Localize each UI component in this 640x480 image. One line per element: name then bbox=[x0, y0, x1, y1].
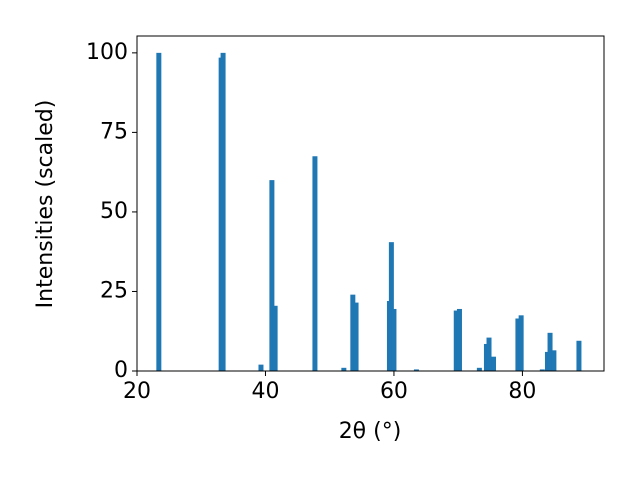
x-axis-label: 2θ (°) bbox=[339, 419, 402, 444]
bar bbox=[341, 367, 347, 371]
bar bbox=[272, 305, 278, 371]
y-tick-label: 50 bbox=[100, 199, 128, 224]
bar bbox=[269, 180, 275, 371]
bar bbox=[486, 337, 492, 371]
bar bbox=[353, 302, 359, 371]
bar bbox=[539, 369, 545, 371]
bar bbox=[312, 156, 318, 371]
x-tick-label: 20 bbox=[123, 379, 151, 404]
bar bbox=[544, 351, 550, 371]
bar bbox=[491, 356, 497, 371]
x-tick-label: 60 bbox=[380, 379, 408, 404]
x-tick-label: 80 bbox=[508, 379, 536, 404]
y-tick-label: 100 bbox=[86, 40, 128, 65]
bar bbox=[258, 364, 264, 371]
plot-frame bbox=[136, 35, 605, 372]
bar bbox=[518, 315, 524, 371]
bar bbox=[576, 340, 582, 371]
bar bbox=[456, 308, 462, 371]
x-tick-label: 40 bbox=[251, 379, 279, 404]
bar bbox=[547, 332, 553, 371]
bar bbox=[515, 318, 521, 371]
y-axis-label: Intensities (scaled) bbox=[33, 100, 58, 309]
bar bbox=[551, 350, 557, 371]
bar bbox=[453, 310, 459, 371]
y-tick-label: 75 bbox=[100, 119, 128, 144]
bar bbox=[350, 294, 356, 371]
y-tick-label: 0 bbox=[114, 358, 128, 383]
bar bbox=[156, 52, 162, 371]
bar bbox=[388, 242, 394, 371]
y-tick-label: 25 bbox=[100, 278, 128, 303]
bar bbox=[483, 343, 489, 371]
bar bbox=[220, 52, 226, 371]
bar bbox=[476, 367, 482, 371]
bar bbox=[413, 369, 419, 371]
bar bbox=[391, 308, 397, 371]
